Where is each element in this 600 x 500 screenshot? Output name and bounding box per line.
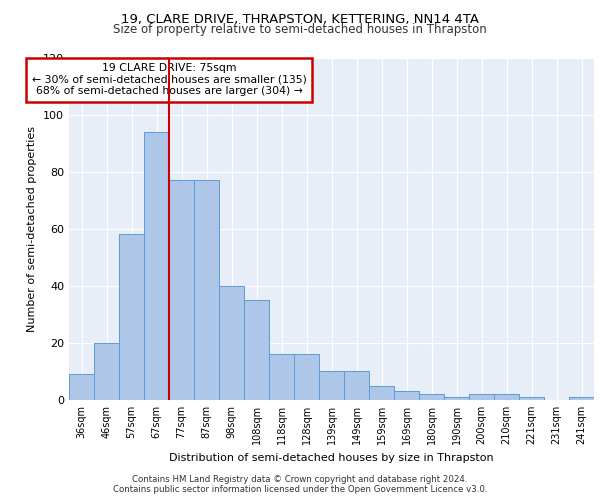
Bar [244,300,269,400]
Bar [444,397,469,400]
Bar [519,397,544,400]
Bar [394,392,419,400]
Y-axis label: Number of semi-detached properties: Number of semi-detached properties [28,126,37,332]
Bar [69,374,94,400]
Bar [344,372,369,400]
Bar [94,343,119,400]
X-axis label: Distribution of semi-detached houses by size in Thrapston: Distribution of semi-detached houses by … [169,452,494,462]
Bar [469,394,494,400]
Bar [194,180,219,400]
Text: Contains HM Land Registry data © Crown copyright and database right 2024.
Contai: Contains HM Land Registry data © Crown c… [113,474,487,494]
Bar [169,180,194,400]
Bar [419,394,444,400]
Bar [294,354,319,400]
Bar [269,354,294,400]
Text: Size of property relative to semi-detached houses in Thrapston: Size of property relative to semi-detach… [113,22,487,36]
Bar [494,394,519,400]
Bar [219,286,244,400]
Text: 19 CLARE DRIVE: 75sqm
← 30% of semi-detached houses are smaller (135)
68% of sem: 19 CLARE DRIVE: 75sqm ← 30% of semi-deta… [32,63,307,96]
Bar [569,397,594,400]
Bar [144,132,169,400]
Bar [119,234,144,400]
Bar [319,372,344,400]
Text: 19, CLARE DRIVE, THRAPSTON, KETTERING, NN14 4TA: 19, CLARE DRIVE, THRAPSTON, KETTERING, N… [121,12,479,26]
Bar [369,386,394,400]
